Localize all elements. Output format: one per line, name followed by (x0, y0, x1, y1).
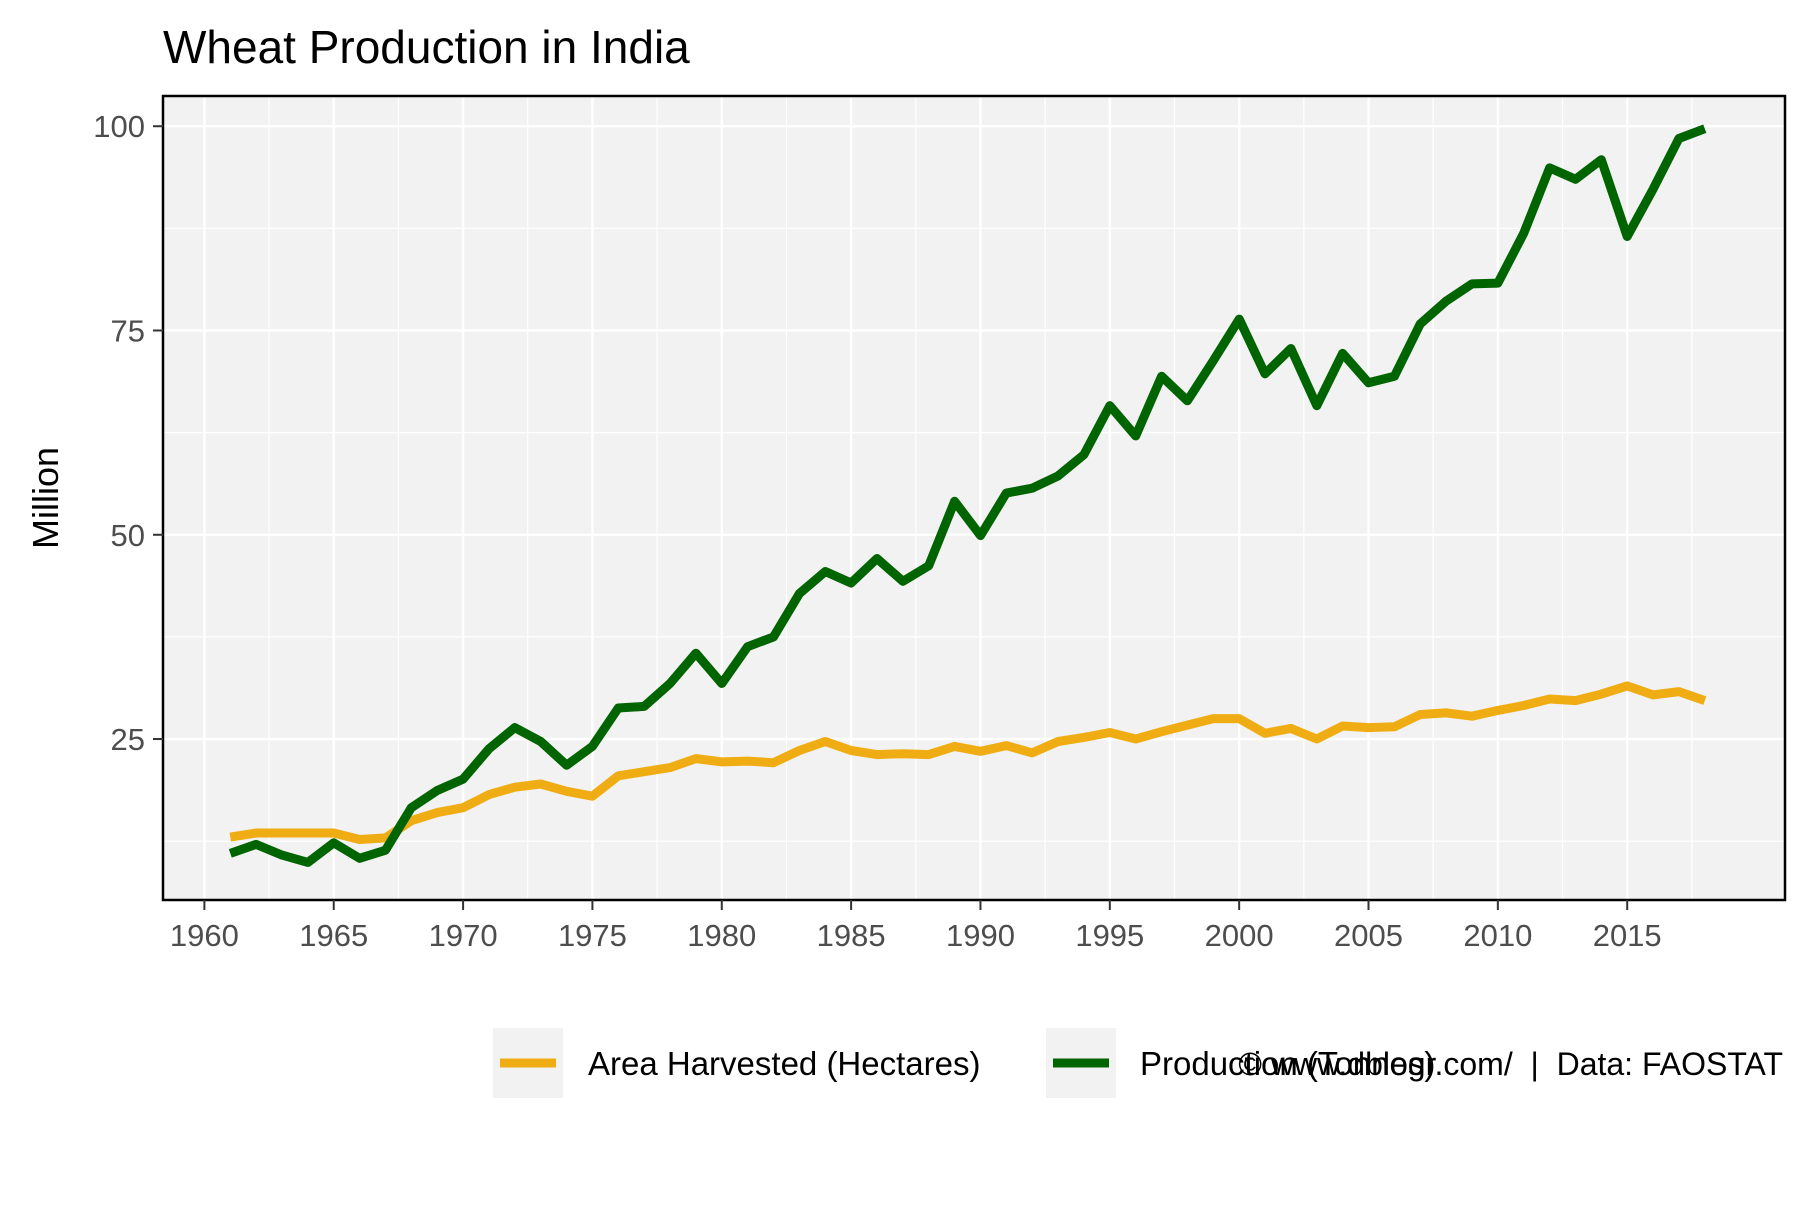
y-axis: 25 50 75 100 (93, 109, 163, 757)
series-line-production (228, 124, 1707, 867)
x-tick-label: 1985 (817, 918, 886, 953)
legend: Area Harvested (Hectares) Production (Ton… (493, 1028, 1435, 1098)
chart-title: Wheat Production in India (163, 21, 690, 73)
x-tick-label: 1970 (429, 918, 498, 953)
y-tick-label: 75 (111, 314, 145, 349)
y-tick-label: 25 (111, 722, 145, 757)
grid-major (163, 96, 1785, 900)
x-tick-label: 1960 (170, 918, 239, 953)
x-tick-label: 2015 (1593, 918, 1662, 953)
x-tick-label: 1995 (1075, 918, 1144, 953)
plot-panel (163, 96, 1785, 900)
legend-label-area-harvested: Area Harvested (Hectares) (588, 1045, 980, 1082)
x-tick-label: 1975 (558, 918, 627, 953)
x-tick-label: 2010 (1463, 918, 1532, 953)
footer-caption: © www.dblogr.com/ | Data: FAOSTAT (1238, 1046, 1783, 1082)
grid-minor (163, 96, 1785, 900)
y-axis-title: Million (25, 447, 66, 549)
series-line-area-harvested (229, 681, 1707, 844)
x-tick-label: 1980 (687, 918, 756, 953)
x-tick-label: 1965 (299, 918, 368, 953)
plot-border (161, 94, 1787, 902)
x-tick-label: 1990 (946, 918, 1015, 953)
x-axis: 1960 1965 1970 1975 1980 1985 1990 1995 2000 2005… (170, 900, 1662, 953)
series-layer (228, 124, 1707, 867)
y-tick-label: 100 (93, 109, 145, 144)
y-tick-label: 50 (111, 518, 145, 553)
legend-label-production: Production (Tonnes) (1140, 1045, 1435, 1082)
x-tick-label: 2005 (1334, 918, 1403, 953)
x-tick-label: 2000 (1205, 918, 1274, 953)
